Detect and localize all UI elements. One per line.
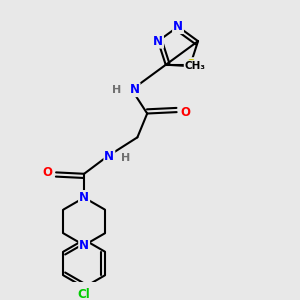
Text: N: N bbox=[79, 191, 89, 204]
Text: N: N bbox=[153, 34, 163, 48]
Text: N: N bbox=[130, 83, 140, 96]
Text: H: H bbox=[121, 153, 130, 164]
Text: N: N bbox=[173, 20, 183, 33]
Text: N: N bbox=[79, 191, 89, 204]
Text: N: N bbox=[104, 151, 114, 164]
Text: CH₃: CH₃ bbox=[184, 61, 206, 71]
Text: H: H bbox=[112, 85, 121, 95]
Text: O: O bbox=[43, 166, 53, 179]
Text: Cl: Cl bbox=[78, 288, 91, 300]
Text: O: O bbox=[180, 106, 190, 118]
Text: S: S bbox=[186, 58, 195, 71]
Text: N: N bbox=[79, 239, 89, 252]
